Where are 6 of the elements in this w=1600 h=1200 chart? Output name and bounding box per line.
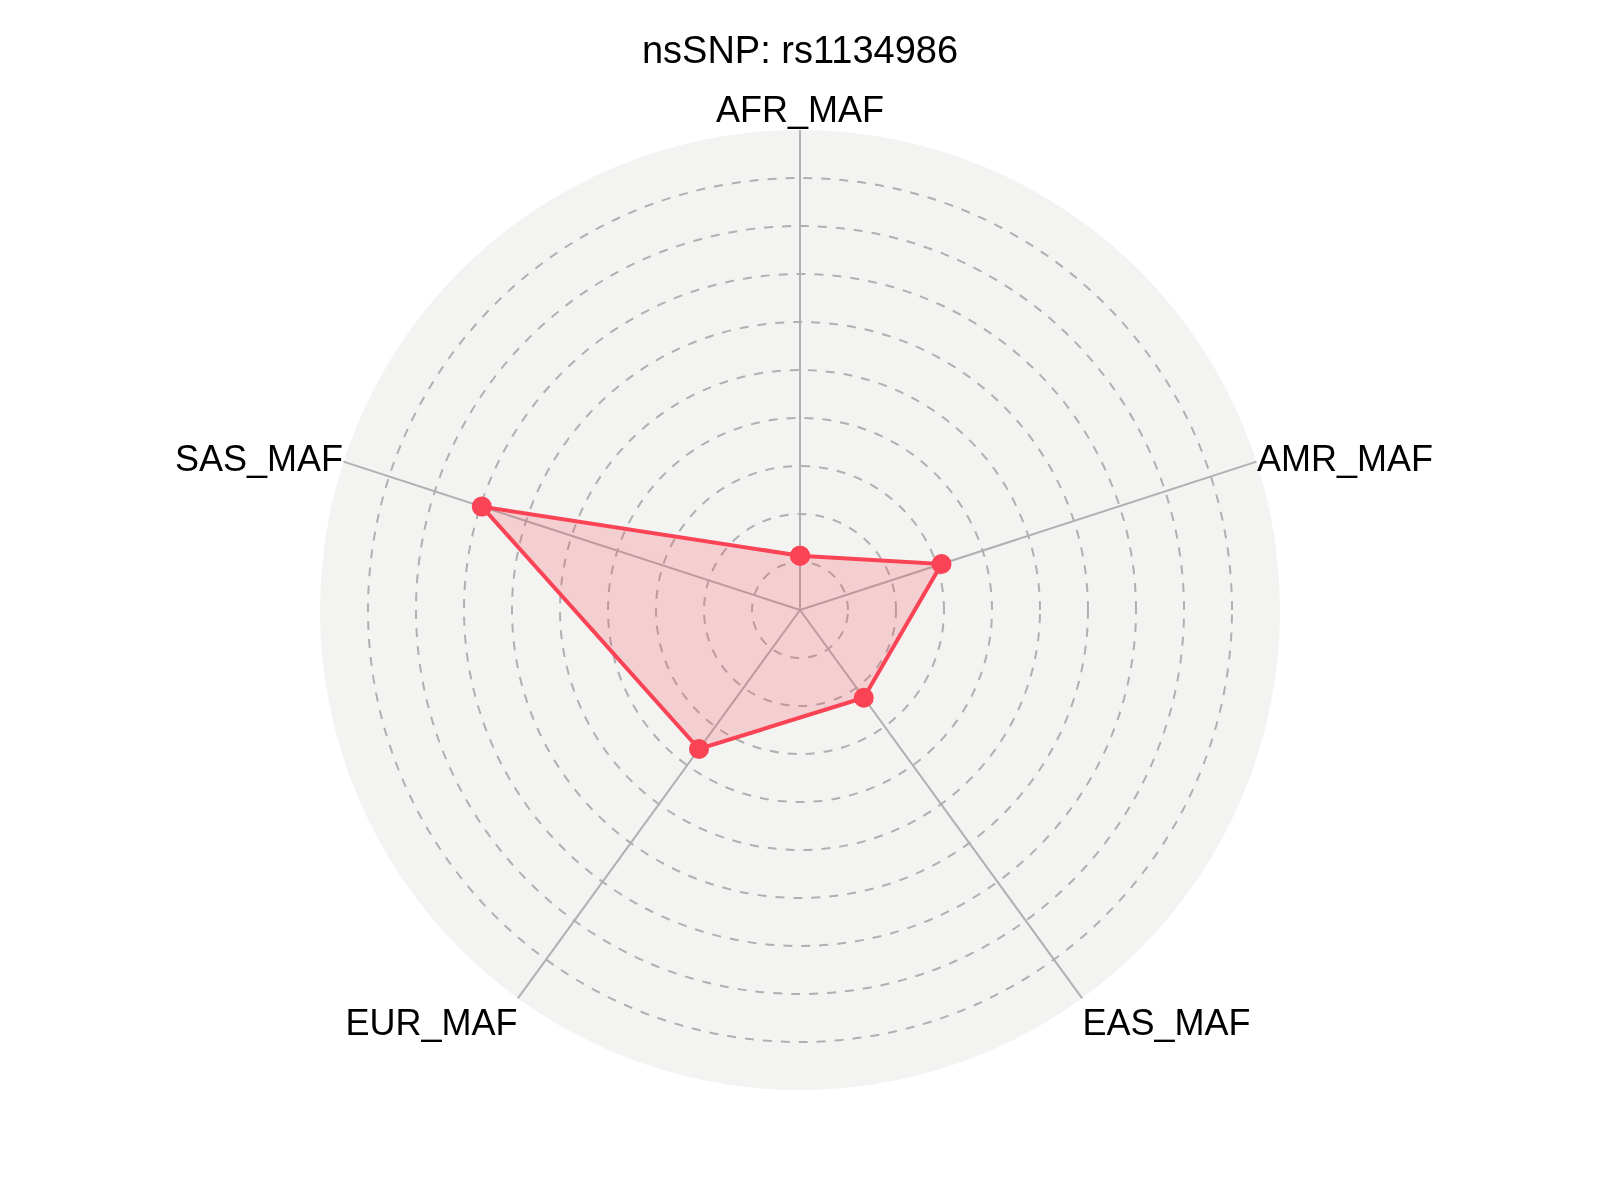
chart-title: nsSNP: rs1134986 <box>641 28 959 71</box>
spoke-label: AMR_MAF <box>1256 438 1433 480</box>
spoke-label: EUR_MAF <box>345 1002 518 1044</box>
spoke-label: AFR_MAF <box>715 89 885 131</box>
spoke-label: EAS_MAF <box>1082 1002 1251 1044</box>
spoke-label: SAS_MAF <box>174 438 344 480</box>
